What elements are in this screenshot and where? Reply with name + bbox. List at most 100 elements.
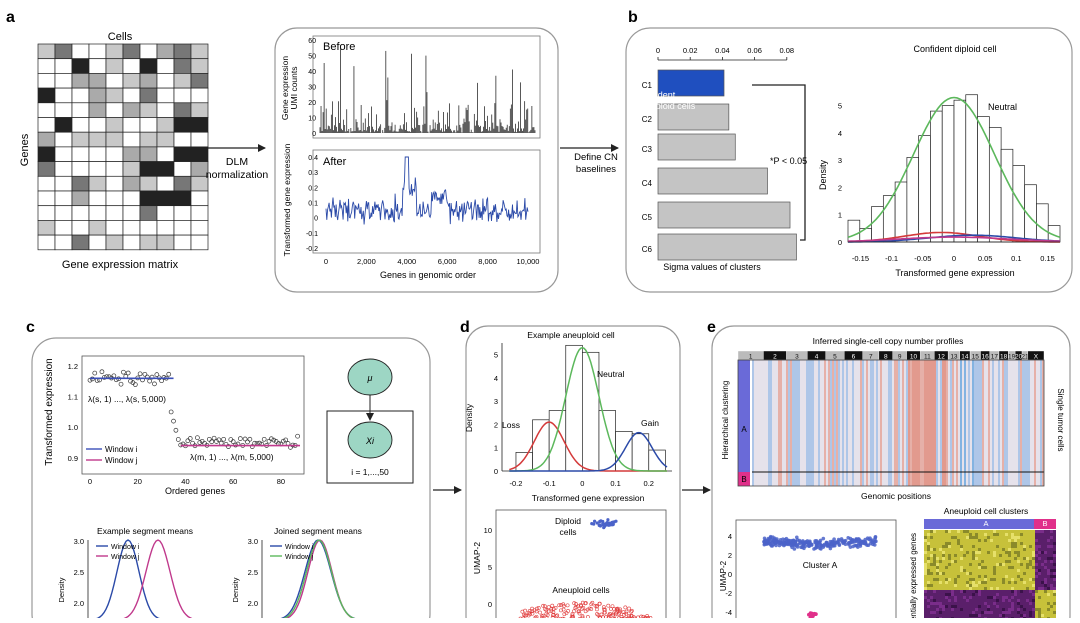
matrix-cell [55,59,72,74]
gene-cell [942,614,945,617]
gene-cell [969,611,972,614]
matrix-cell [140,176,157,191]
gene-cell [987,608,990,611]
gene-cell [1011,599,1014,602]
matrix-cell [174,162,191,177]
heatmap-stripe [754,360,756,486]
gene-cell [939,596,942,599]
gene-cell [939,578,942,581]
c-scatter-point [195,436,199,440]
gene-cell [1044,596,1047,599]
gene-cell [972,545,975,548]
gene-cell [972,593,975,596]
gene-cell [924,557,927,560]
gene-cell [1017,602,1020,605]
gene-cell [969,614,972,617]
matrix-cell [55,162,72,177]
heatmap-stripe [1006,360,1008,486]
gene-cell [1035,542,1038,545]
gene-cell [924,536,927,539]
gene-cell [990,536,993,539]
gene-cell [993,587,996,590]
gene-cell [930,614,933,617]
gene-cell [1029,593,1032,596]
gene-cell [1008,593,1011,596]
gene-cell [1023,572,1026,575]
gene-cell [945,614,948,617]
gene-cell [945,554,948,557]
gene-cell [975,587,978,590]
gene-cell [1008,572,1011,575]
heatmap-stripe [954,360,956,486]
gene-cell [1041,593,1044,596]
gene-cell [981,596,984,599]
heatmap-stripe [798,360,800,486]
gene-cell [999,542,1002,545]
gene-cell [1038,557,1041,560]
gene-cell [930,602,933,605]
gene-cell [1050,599,1053,602]
heatmap-stripe [848,360,850,486]
gene-cell [987,593,990,596]
gene-cell [984,530,987,533]
c-scatter-point [119,382,123,386]
gene-cell [984,539,987,542]
gene-cell [948,584,951,587]
gene-cell [1008,554,1011,557]
d-neutral-label: Neutral [597,369,625,379]
gene-cell [987,557,990,560]
matrix-cell [55,73,72,88]
matrix-cell [191,73,208,88]
gene-cell [978,605,981,608]
gene-cell [1032,563,1035,566]
gene-cell [975,533,978,536]
c-scatter-point [121,370,125,374]
gene-cell [948,533,951,536]
after-ylabel: Transformed gene expression [282,143,292,256]
gene-cell [1053,560,1056,563]
gene-cell [924,560,927,563]
gene-cell [945,536,948,539]
gene-cell [999,560,1002,563]
gene-cell [1002,530,1005,533]
gene-cell [1041,611,1044,614]
gene-cell [951,599,954,602]
gene-cell [1050,542,1053,545]
aneuploid-point [624,606,627,609]
heatmap-stripe [806,360,808,486]
gene-cell [993,575,996,578]
matrix-cell [55,132,72,147]
diploid-point [606,522,609,525]
heatmap-stripe [978,360,980,486]
gene-cell [984,581,987,584]
gene-cell [1008,575,1011,578]
gene-cell [954,572,957,575]
gene-cell [930,572,933,575]
gene-cell [978,614,981,617]
gene-cell [1011,590,1014,593]
gene-cell [927,581,930,584]
gene-cell [969,557,972,560]
genes-label: Genes [19,133,31,166]
gene-cell [990,605,993,608]
gene-cell [1023,590,1026,593]
gene-cell [996,608,999,611]
gene-cell [1026,596,1029,599]
gene-cell [954,533,957,536]
gene-cell [942,533,945,536]
gene-cell [1032,584,1035,587]
gene-cell [951,596,954,599]
cluster-a-point [808,544,812,548]
gene-cell [981,530,984,533]
gene-cell [942,611,945,614]
gene-cell [939,572,942,575]
gene-cell [1038,569,1041,572]
gene-expression-matrix [38,44,208,250]
gene-cell [1026,611,1029,614]
gene-cell [951,581,954,584]
gene-cell [1023,548,1026,551]
gene-cell [951,560,954,563]
heatmap-stripe [884,360,886,486]
gene-cell [960,611,963,614]
b-hist-xlabel: Transformed gene expression [895,268,1014,278]
